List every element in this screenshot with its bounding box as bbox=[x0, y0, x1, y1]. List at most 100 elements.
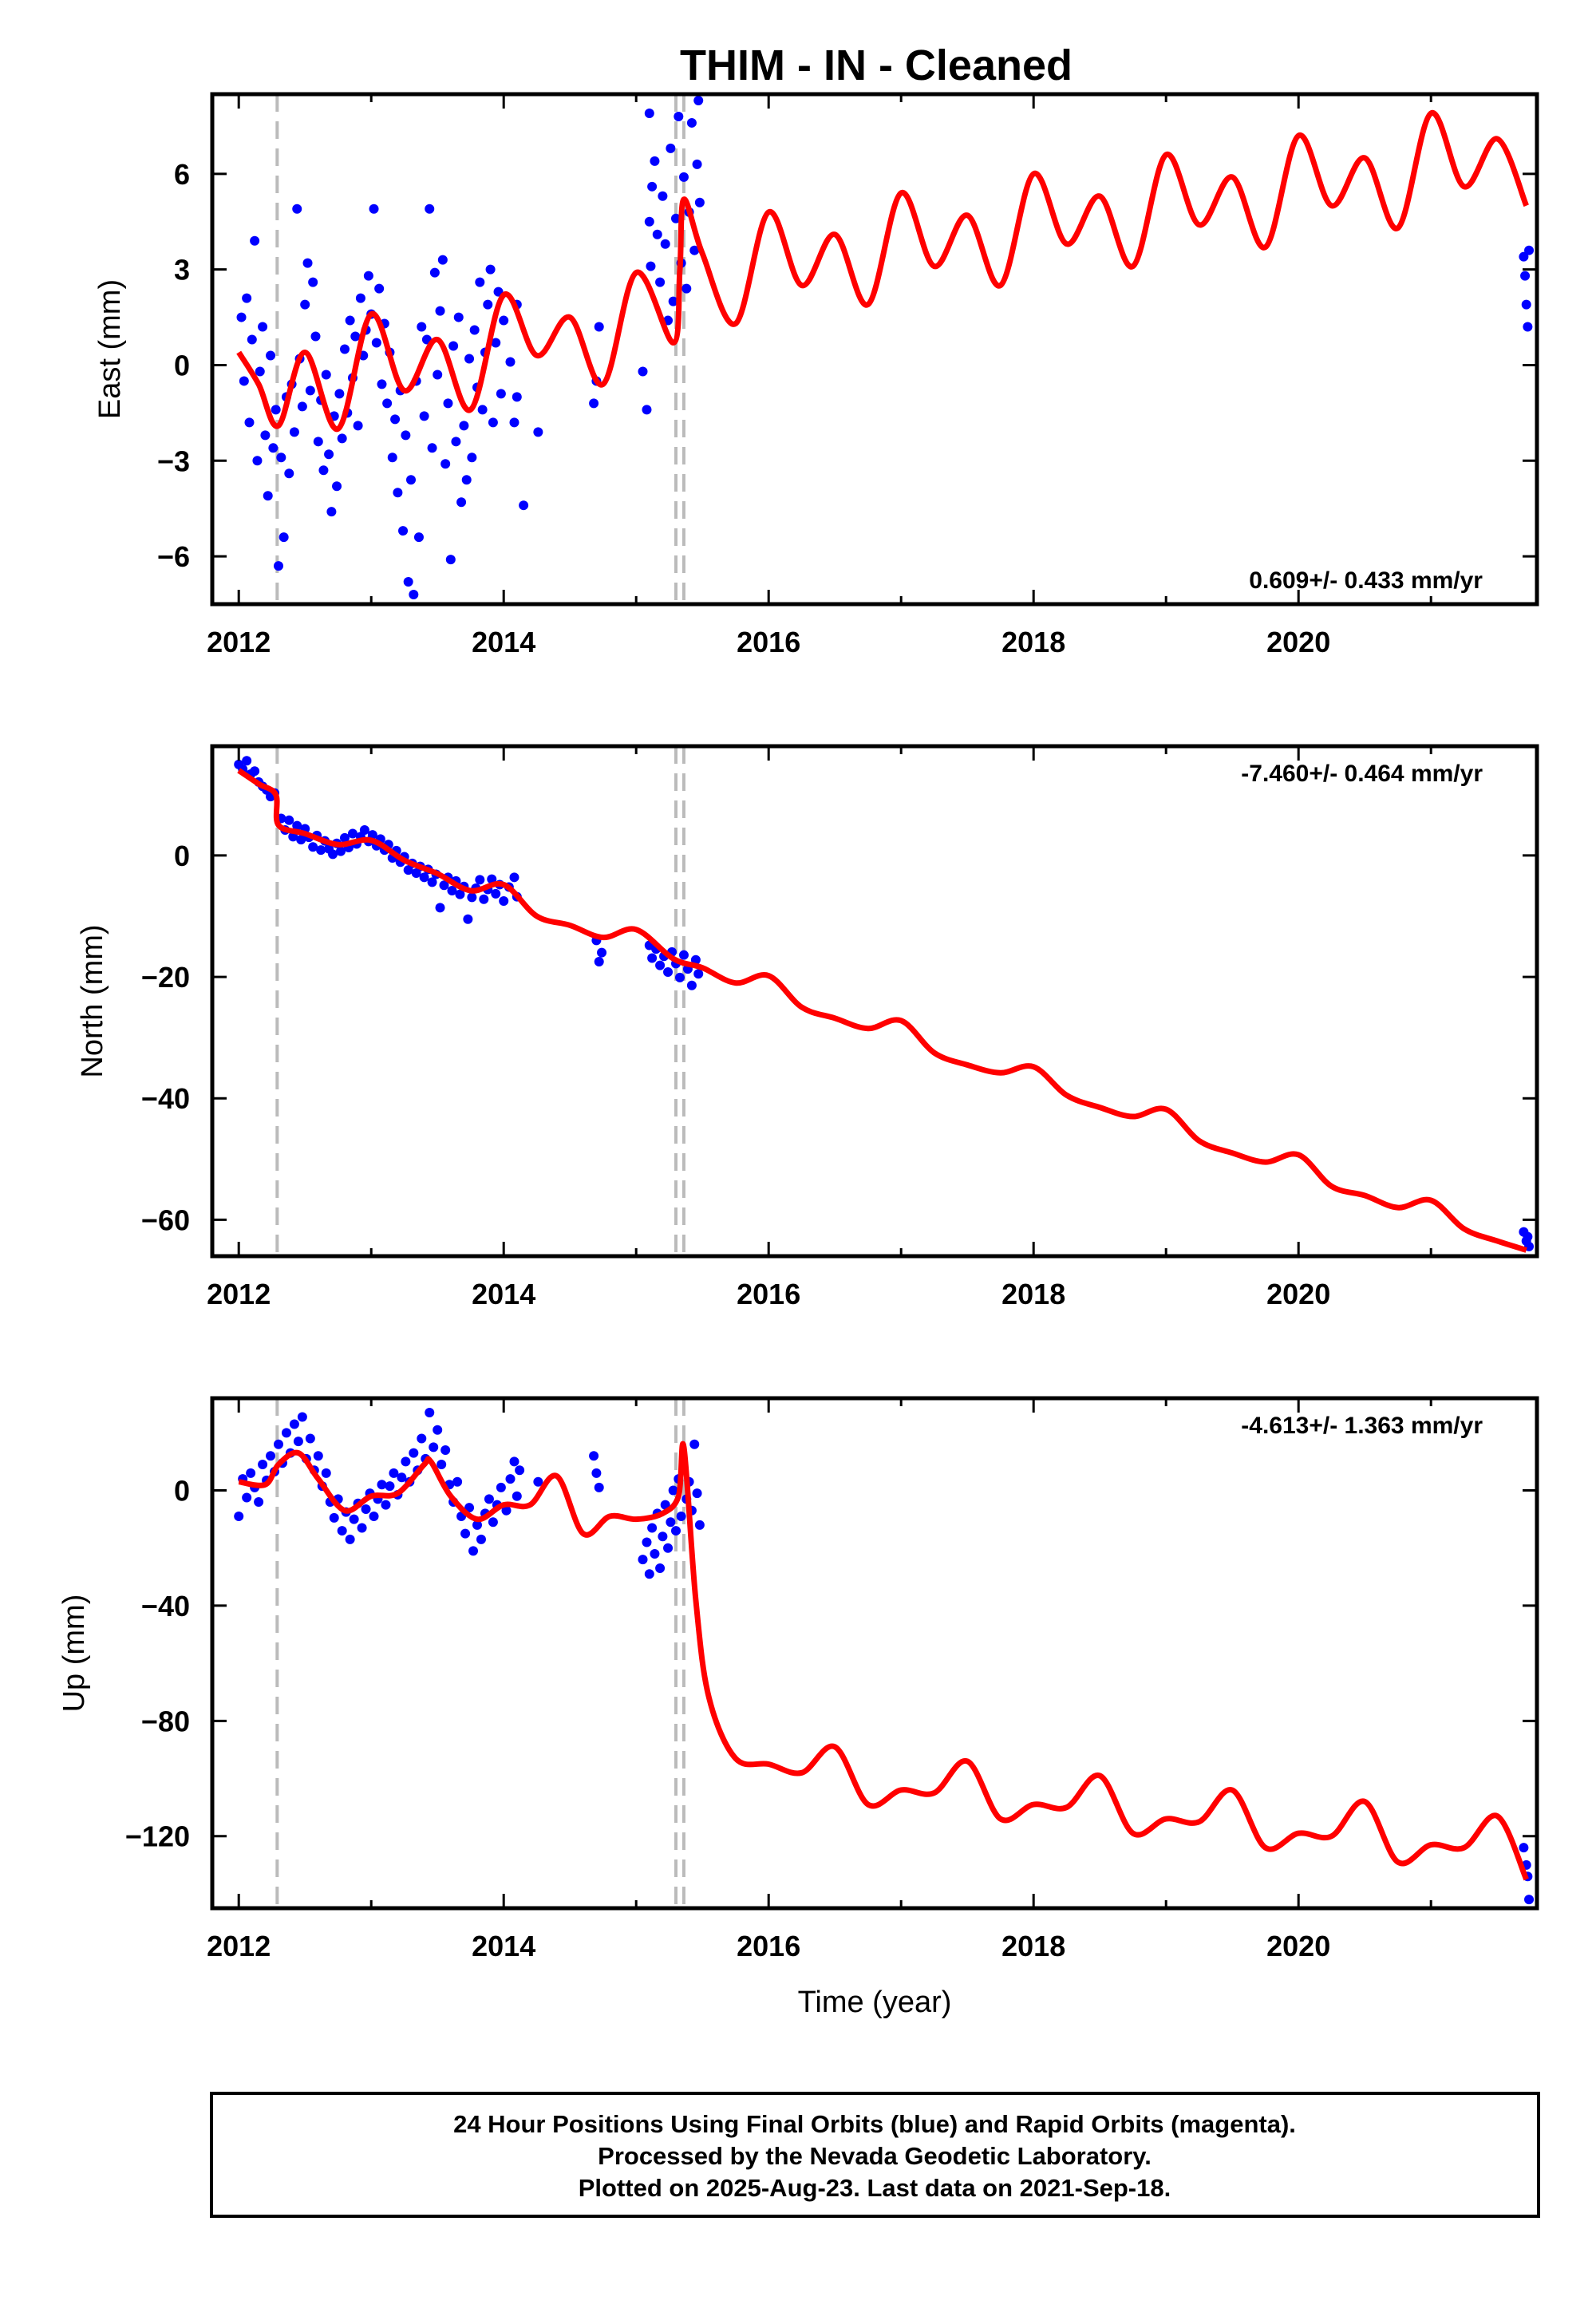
data-point bbox=[355, 293, 365, 303]
data-point bbox=[427, 877, 437, 887]
data-point bbox=[321, 1468, 331, 1478]
data-point bbox=[1523, 322, 1533, 332]
model-curve bbox=[236, 110, 1529, 432]
data-point bbox=[281, 1428, 291, 1438]
data-point bbox=[455, 889, 465, 899]
y-tick-label: −60 bbox=[141, 1203, 190, 1236]
data-point bbox=[488, 417, 498, 428]
data-point bbox=[443, 398, 453, 409]
data-point bbox=[419, 411, 429, 421]
data-point bbox=[419, 872, 429, 883]
data-point bbox=[663, 1543, 674, 1553]
data-point bbox=[385, 1481, 395, 1492]
data-point bbox=[313, 1451, 323, 1461]
data-point bbox=[332, 481, 342, 492]
data-point bbox=[647, 181, 658, 192]
data-point bbox=[425, 1408, 435, 1418]
y-tick-label: −80 bbox=[141, 1705, 190, 1737]
data-point bbox=[236, 312, 247, 322]
data-point bbox=[260, 430, 271, 441]
data-point bbox=[681, 283, 692, 294]
up-panel: 2012 2014 2016 2018 2020 −120 −80 −40 0 Up (mm) Ti… bbox=[57, 1396, 1539, 2019]
data-point bbox=[252, 456, 263, 466]
data-point bbox=[650, 1548, 660, 1559]
data-point bbox=[496, 389, 506, 399]
data-point bbox=[397, 1472, 407, 1483]
footer-box: 24 Hour Positions Using Final Orbits (bl… bbox=[210, 2092, 1540, 2218]
data-point bbox=[658, 1531, 668, 1542]
data-point bbox=[512, 1491, 522, 1501]
data-point bbox=[247, 334, 257, 345]
data-point bbox=[258, 1460, 268, 1470]
data-point bbox=[647, 953, 658, 963]
data-point bbox=[276, 453, 286, 463]
x-axis-label: Time (year) bbox=[798, 1986, 952, 2019]
data-point bbox=[646, 261, 656, 271]
rate-label: -7.460+/- 0.464 mm/yr bbox=[1241, 761, 1483, 787]
data-point bbox=[353, 421, 363, 431]
data-point bbox=[381, 1500, 391, 1510]
data-point bbox=[310, 331, 321, 342]
data-point bbox=[689, 245, 700, 255]
data-point bbox=[459, 421, 469, 431]
data-point bbox=[501, 1505, 512, 1516]
plot-area bbox=[234, 746, 1535, 1256]
x-tick-label: 2014 bbox=[472, 626, 535, 658]
data-point bbox=[440, 459, 451, 469]
data-point bbox=[350, 331, 361, 342]
y-tick-label: −40 bbox=[141, 1082, 190, 1115]
data-point bbox=[476, 1534, 486, 1544]
rate-label: -4.613+/- 1.363 mm/yr bbox=[1241, 1413, 1483, 1439]
data-point bbox=[491, 888, 501, 899]
data-point bbox=[519, 500, 529, 511]
data-point bbox=[674, 972, 685, 982]
data-point bbox=[694, 1520, 705, 1530]
data-point bbox=[390, 414, 401, 425]
data-point bbox=[1524, 1895, 1535, 1905]
data-point bbox=[594, 1482, 604, 1492]
east-panel: 2012 2014 2016 2018 2020 −6 −3 0 3 6 East (mm) 0.60… bbox=[93, 92, 1539, 658]
data-point bbox=[483, 299, 493, 310]
data-point bbox=[382, 398, 393, 409]
data-point bbox=[499, 315, 509, 326]
data-point bbox=[417, 1433, 427, 1444]
data-point bbox=[1523, 1231, 1533, 1242]
data-point bbox=[328, 849, 338, 860]
data-point bbox=[359, 824, 369, 835]
data-point bbox=[300, 299, 310, 310]
data-point bbox=[263, 491, 273, 501]
data-point bbox=[308, 277, 318, 287]
y-tick-label: −6 bbox=[157, 540, 190, 573]
data-point bbox=[594, 322, 604, 332]
data-point bbox=[369, 1512, 379, 1522]
data-point bbox=[666, 1517, 676, 1528]
data-point bbox=[250, 766, 260, 777]
y-tick-label: 3 bbox=[174, 254, 190, 287]
data-point bbox=[289, 1419, 299, 1429]
data-point bbox=[377, 1480, 387, 1490]
data-point bbox=[387, 453, 397, 463]
data-point bbox=[671, 213, 681, 223]
data-point bbox=[329, 1512, 339, 1523]
data-point bbox=[371, 338, 381, 348]
data-point bbox=[533, 427, 543, 437]
data-point bbox=[337, 1526, 347, 1536]
data-point bbox=[469, 325, 480, 335]
data-point bbox=[437, 1460, 447, 1470]
data-point bbox=[321, 370, 331, 380]
data-point bbox=[448, 341, 459, 351]
data-point bbox=[655, 1563, 666, 1573]
data-point bbox=[1521, 299, 1531, 310]
data-point bbox=[678, 172, 689, 182]
data-point bbox=[475, 277, 485, 287]
data-point bbox=[255, 366, 265, 377]
footer-line-3: Plotted on 2025-Aug-23. Last data on 202… bbox=[579, 2174, 1171, 2202]
plot-area bbox=[234, 1398, 1535, 1908]
data-point bbox=[409, 590, 419, 600]
data-point bbox=[484, 1494, 494, 1504]
data-point bbox=[393, 488, 403, 498]
y-axis-label: North (mm) bbox=[76, 924, 109, 1077]
data-point bbox=[451, 437, 461, 447]
data-point bbox=[433, 1425, 443, 1435]
